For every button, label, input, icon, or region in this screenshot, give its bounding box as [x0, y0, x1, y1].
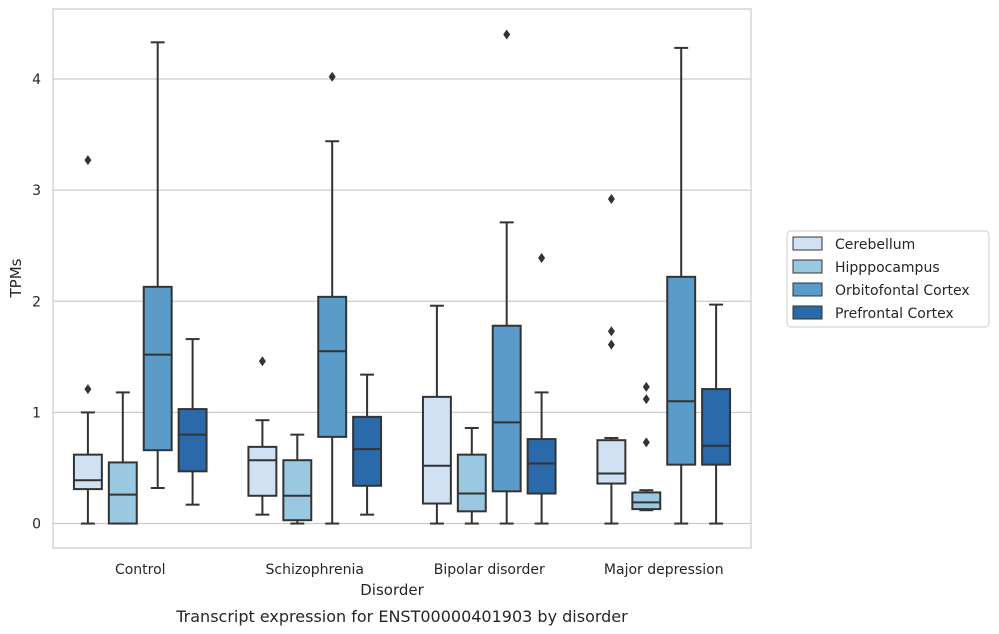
legend-label: Prefrontal Cortex [835, 306, 954, 322]
outlier-point [607, 339, 615, 350]
outlier-point [328, 71, 336, 82]
outlier-point [258, 356, 266, 367]
legend: Cerebellum Hipppocampus Orbitofontal Corte… [786, 230, 990, 328]
box-1-1 [282, 433, 313, 525]
y-tick-label: 3 [32, 183, 41, 199]
box-3-0 [596, 194, 627, 525]
x-tick-labels: Control Schizophrenia Bipolar disorder Majo… [115, 562, 724, 578]
y-tick-label: 2 [32, 294, 41, 310]
legend-swatch [792, 282, 823, 297]
y-tick-label: 4 [32, 72, 41, 88]
box-3-2 [666, 46, 697, 525]
box-iqr [421, 395, 452, 505]
y-axis-label: TPMs [7, 258, 25, 298]
outlier-point [84, 155, 92, 166]
box-2-3 [526, 252, 557, 525]
outlier-point [642, 437, 650, 448]
legend-label: Cerebellum [835, 237, 915, 253]
box-1-2 [317, 71, 348, 525]
outlier-point [503, 29, 511, 40]
box-1-3 [352, 373, 383, 516]
outlier-point [84, 384, 92, 395]
box-3-3 [701, 303, 732, 525]
x-tick-label: Major depression [604, 562, 724, 578]
outlier-point [538, 252, 546, 263]
box-iqr [282, 459, 313, 522]
box-iqr [666, 275, 697, 466]
legend-frame [786, 230, 990, 328]
outlier-point [607, 194, 615, 205]
y-tick-label: 0 [32, 517, 41, 533]
legend-swatch [792, 305, 823, 320]
box-iqr [456, 453, 487, 513]
box-iqr [72, 453, 103, 491]
legend-swatch [792, 259, 823, 274]
box-1-0 [247, 356, 278, 516]
box-0-3 [177, 338, 208, 506]
outlier-point [607, 326, 615, 337]
box-iqr [526, 438, 557, 495]
legend-swatch [792, 236, 823, 251]
box-3-1 [631, 381, 662, 512]
x-axis-label: Disorder [360, 581, 424, 599]
box-0-0 [72, 155, 103, 525]
y-tick-labels: 0 1 2 3 4 [32, 72, 41, 533]
box-2-0 [421, 304, 452, 525]
legend-label: Orbitofontal Cortex [835, 283, 970, 299]
box-0-2 [142, 41, 173, 489]
box-iqr [352, 415, 383, 487]
box-2-2 [491, 29, 522, 525]
x-tick-label: Control [115, 562, 166, 578]
box-iqr [596, 439, 627, 485]
box-groups [72, 29, 732, 525]
legend-label: Hipppocampus [835, 260, 940, 276]
x-tick-label: Bipolar disorder [434, 562, 545, 578]
box-0-1 [107, 391, 138, 525]
box-iqr [247, 445, 278, 497]
box-iqr [142, 285, 173, 452]
figure-caption: Transcript expression for ENST0000040190… [175, 607, 628, 626]
box-iqr [317, 295, 348, 438]
box-iqr [631, 491, 662, 511]
outlier-point [642, 394, 650, 405]
box-iqr [177, 408, 208, 473]
plot-frame [52, 8, 752, 549]
y-tick-label: 1 [32, 405, 41, 421]
box-iqr [107, 461, 138, 525]
box-iqr [491, 324, 522, 493]
box-2-1 [456, 426, 487, 525]
box-iqr [701, 388, 732, 466]
outlier-point [642, 381, 650, 392]
x-tick-label: Schizophrenia [266, 562, 364, 578]
